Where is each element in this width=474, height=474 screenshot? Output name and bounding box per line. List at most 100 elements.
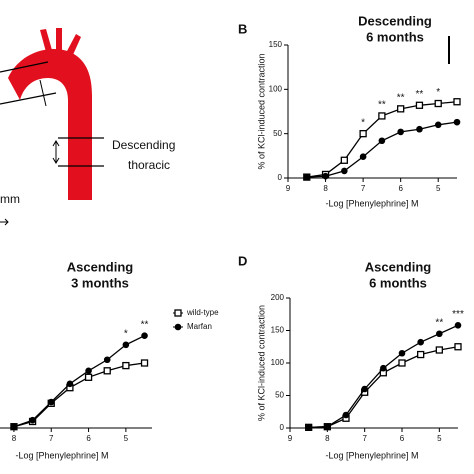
- y-tick-label: 0: [280, 423, 285, 432]
- data-point: [341, 167, 348, 175]
- data-point: [47, 398, 55, 406]
- panel-letter: B: [238, 21, 247, 36]
- significance-mark: *: [124, 328, 128, 339]
- x-tick-label: 6: [86, 434, 91, 443]
- x-tick-label: 7: [49, 434, 54, 443]
- x-tick-label: 8: [325, 434, 330, 443]
- y-tick-label: 100: [271, 358, 285, 367]
- data-line: [308, 346, 459, 428]
- chart-title: Ascending: [365, 259, 432, 274]
- data-point: [103, 356, 111, 364]
- y-tick-label: 100: [269, 84, 283, 93]
- data-point: [122, 341, 130, 349]
- data-point: [397, 128, 404, 136]
- data-point: [342, 411, 350, 419]
- data-point: [359, 153, 367, 161]
- chart-subtitle: 3 months: [71, 275, 129, 290]
- x-tick-label: 8: [12, 434, 17, 443]
- significance-mark: **: [141, 319, 149, 330]
- legend-label: wild-type: [186, 308, 219, 317]
- data-point: [380, 364, 387, 372]
- marker-line: [0, 92, 57, 105]
- data-point: [415, 101, 424, 109]
- data-point: [303, 173, 311, 181]
- significance-mark: *: [436, 87, 440, 98]
- significance-mark: *: [361, 117, 365, 128]
- data-line: [306, 121, 458, 178]
- significance-mark: **: [435, 317, 443, 328]
- data-point: [434, 99, 442, 108]
- data-point: [454, 343, 462, 351]
- significance-mark: **: [416, 89, 424, 100]
- data-point: [378, 112, 386, 120]
- y-tick-label: 50: [273, 129, 282, 138]
- x-tick-label: 5: [437, 434, 442, 443]
- data-point: [122, 361, 130, 370]
- data-point: [378, 137, 386, 145]
- data-point: [417, 338, 424, 346]
- y-tick-label: 50: [275, 391, 284, 400]
- data-point: [305, 424, 312, 431]
- data-point: [361, 385, 368, 393]
- y-tick-label: 0: [278, 173, 283, 182]
- x-axis-label: -Log [Phenylephrine] M: [325, 198, 418, 208]
- significance-mark: **: [378, 100, 386, 111]
- data-point: [29, 416, 36, 424]
- y-axis-label: % of KCl-induced contraction: [256, 53, 266, 169]
- measure-arrow: [39, 79, 47, 107]
- data-point: [141, 332, 148, 340]
- x-tick-label: 7: [361, 184, 366, 193]
- data-point: [398, 349, 406, 357]
- data-point: [85, 367, 92, 375]
- x-tick-label: 9: [288, 434, 293, 443]
- data-point: [417, 350, 425, 359]
- data-point: [398, 359, 406, 367]
- chart-subtitle: 6 months: [366, 29, 424, 44]
- data-point: [416, 125, 423, 133]
- scale-bar: [448, 36, 450, 64]
- data-point: [84, 373, 93, 381]
- legend-marker: [174, 309, 182, 317]
- marker-line: [0, 61, 49, 73]
- x-tick-label: 6: [400, 434, 405, 443]
- x-tick-label: 6: [398, 184, 403, 193]
- data-point: [359, 130, 367, 138]
- data-point: [454, 322, 462, 329]
- arrow-heads: [52, 140, 60, 164]
- panel-letter: D: [238, 253, 247, 268]
- data-point: [434, 121, 442, 129]
- x-tick-label: 7: [362, 434, 367, 443]
- aortic-branches: [40, 28, 81, 57]
- data-point: [10, 423, 18, 431]
- diagram-label: mm: [0, 192, 20, 206]
- significance-mark: **: [397, 92, 405, 103]
- aorta: [8, 49, 92, 200]
- scale-arrow: [0, 218, 9, 226]
- data-point: [140, 359, 149, 367]
- data-point: [103, 367, 111, 375]
- data-point: [453, 118, 461, 126]
- chart-subtitle: 6 months: [369, 275, 427, 290]
- x-tick-label: 5: [124, 434, 129, 443]
- y-tick-label: 150: [271, 326, 285, 335]
- data-point: [397, 105, 405, 113]
- data-point: [322, 172, 329, 180]
- y-axis-label: % of KCl-induced contraction: [256, 305, 266, 421]
- legend-marker: [174, 323, 182, 331]
- data-point: [436, 330, 443, 338]
- legend-label: Marfan: [187, 322, 212, 331]
- data-point: [66, 380, 74, 388]
- x-axis-label: -Log [Phenylephrine] M: [325, 450, 418, 460]
- y-tick-label: 150: [269, 40, 283, 49]
- y-tick-label: 200: [271, 293, 285, 302]
- data-point: [324, 423, 331, 431]
- x-tick-label: 5: [436, 184, 441, 193]
- x-tick-label: 8: [323, 184, 328, 193]
- significance-mark: ***: [452, 309, 464, 320]
- diagram-label: thoracic: [128, 158, 170, 172]
- diagram-label: Descending: [112, 138, 175, 152]
- data-point: [340, 156, 348, 164]
- data-point: [435, 346, 443, 354]
- aorta-diagram: Descending thoracic mm: [0, 28, 175, 226]
